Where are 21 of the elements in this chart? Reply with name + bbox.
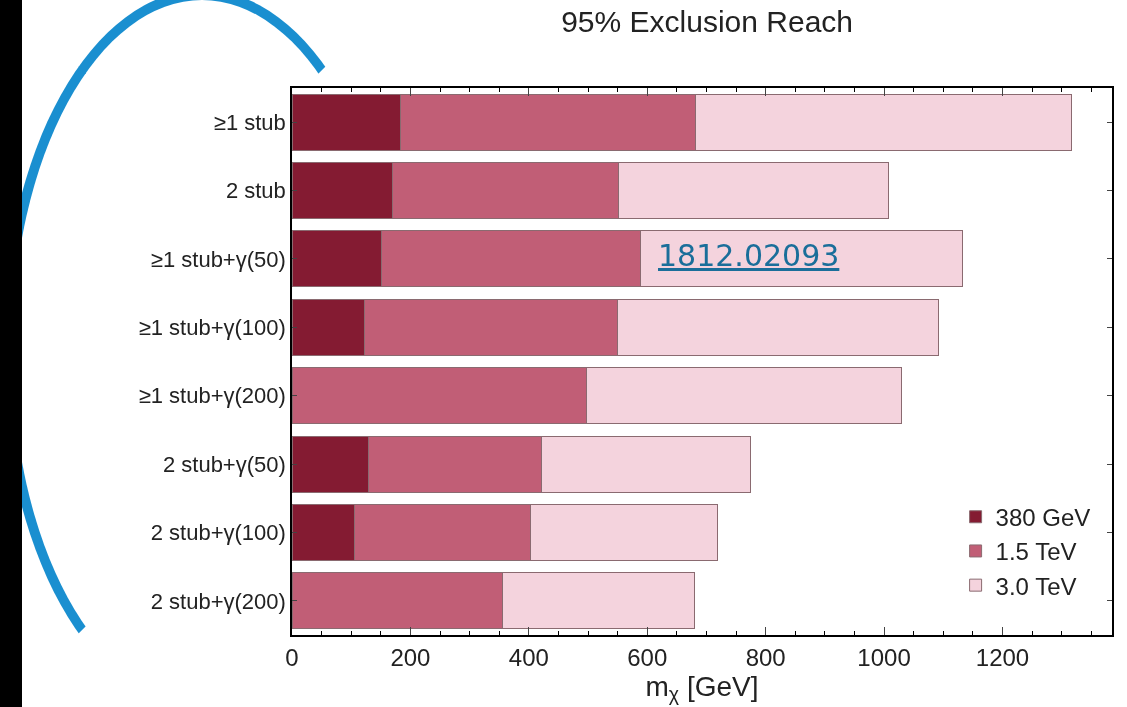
x-tick-label: 0: [285, 643, 299, 671]
y-tick-label: ≥1 stub: [213, 109, 286, 135]
y-tick-label: 2 stub: [225, 178, 286, 204]
y-tick-label: ≥1 stub+γ(100): [138, 315, 286, 341]
y-tick-label: ≥1 stub+γ(200): [138, 383, 286, 409]
legend-label: 380 GeV: [995, 504, 1091, 532]
x-tick-label: 200: [390, 643, 431, 671]
x-tick-label: 600: [627, 643, 668, 671]
legend-label: 1.5 TeV: [995, 538, 1077, 566]
annotation: 1812.02093: [658, 238, 840, 273]
chart-title: 95% Exclusion Reach: [561, 4, 854, 38]
x-tick-label: 800: [745, 643, 786, 671]
y-tick-label: 2 stub+γ(200): [150, 588, 286, 614]
x-tick-label: 1000: [857, 643, 911, 671]
x-tick-label: 400: [508, 643, 549, 671]
y-tick-label: 2 stub+γ(50): [162, 451, 286, 477]
y-tick-label: 2 stub+γ(100): [150, 520, 286, 546]
y-tick-label: ≥1 stub+γ(50): [150, 246, 286, 272]
legend-label: 3.0 TeV: [995, 572, 1077, 600]
x-tick-label: 1200: [975, 643, 1030, 671]
x-axis-title: m$_{χ}$ [GeV]: [645, 670, 759, 706]
